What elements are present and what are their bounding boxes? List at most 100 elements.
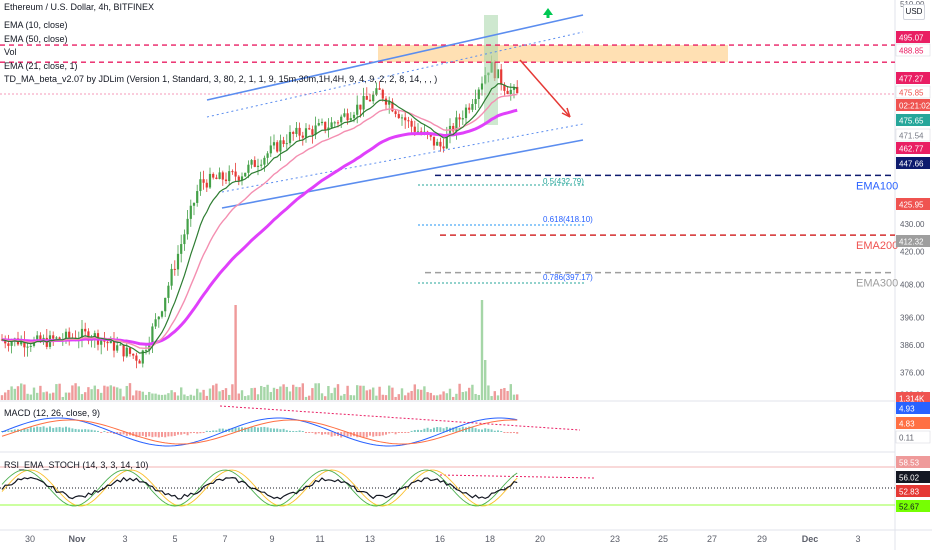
candle-body [455, 117, 458, 132]
rsi-pane[interactable] [0, 466, 895, 507]
candle-body [416, 131, 420, 133]
macd-hist-bar [426, 427, 429, 432]
volume-bar [13, 388, 16, 400]
candle-body [381, 89, 384, 99]
candle-body [266, 153, 269, 158]
time-tick: 27 [707, 534, 717, 544]
macd-hist-bar [458, 427, 461, 432]
macd-hist-bar [260, 427, 263, 432]
candle-body [394, 111, 397, 115]
volume-bar [84, 392, 87, 400]
rsi-label[interactable]: RSI_EMA_STOCH (14, 3, 3, 14, 10) [4, 460, 149, 470]
volume-bar [128, 383, 132, 400]
macd-pane[interactable] [1, 405, 581, 447]
candle-body [375, 88, 378, 95]
candle-body [471, 104, 474, 110]
time-axis[interactable]: 30 Nov 3 5 7 9 11 13 16 18 20 23 25 27 29 Dec 3 [25, 534, 861, 544]
candle-body [250, 160, 253, 165]
candle-body [106, 341, 109, 344]
macd-hist-bar [116, 432, 119, 435]
legend-vol[interactable]: Vol [4, 47, 17, 57]
macd-hist-bar [103, 431, 106, 432]
legend-ema50[interactable]: EMA (50, close) [4, 34, 68, 44]
candle-body [362, 96, 365, 110]
candle-body [237, 176, 240, 181]
volume-bar [218, 391, 221, 400]
volume-bar [420, 389, 423, 400]
candle-body [263, 157, 266, 165]
volume-bar [394, 396, 397, 400]
candle-body [397, 114, 400, 119]
volume-bar [58, 383, 61, 400]
volume-bar [516, 394, 519, 400]
candle-body [199, 179, 202, 192]
macd-hist-bar [327, 432, 330, 435]
legend-td-ma[interactable]: TD_MA_beta_v2.07 by JDLim (Version 1, St… [4, 74, 438, 84]
candle-body [276, 142, 279, 152]
candle-body [109, 338, 112, 344]
volume-bar [432, 395, 436, 400]
macd-hist-bar [45, 427, 48, 432]
candle-body [317, 123, 320, 126]
candle-body [260, 164, 263, 166]
legend-ema21[interactable]: EMA (21, close, 1) [4, 61, 78, 71]
rsi-divergence-line [439, 474, 596, 479]
volume-bar [346, 385, 349, 400]
volume-bar [352, 395, 356, 400]
channel-mid-top [206, 31, 584, 118]
macd-hist-bar [4, 431, 7, 432]
volume-bar [506, 390, 509, 400]
volume-bar [109, 385, 112, 400]
down-arrow-line [519, 59, 571, 118]
candle-body [349, 118, 352, 121]
candle-body [205, 182, 208, 188]
price-tick: 420.00 [900, 248, 925, 257]
candle-body [292, 132, 295, 134]
candle-body [372, 94, 375, 102]
macd-hist-bar [148, 432, 151, 437]
macd-hist-bar [381, 432, 384, 436]
volume-bar [231, 384, 234, 400]
fib-05-label: 0.5(432.79) [543, 177, 584, 186]
macd-hist-bar [231, 428, 234, 432]
price-axis[interactable]: 510.00430.00420.00408.00396.00386.00376.… [895, 0, 931, 512]
volume-bar [442, 391, 445, 400]
volume-bar [429, 392, 432, 400]
candle-body [4, 339, 7, 344]
volume-bar [0, 395, 4, 400]
volume-bar [221, 389, 224, 400]
macd-hist-bar [477, 429, 480, 432]
currency-button[interactable]: USD [903, 4, 925, 20]
candle-body [128, 347, 132, 354]
macd-hist-bar [23, 428, 26, 432]
macd-hist-bar [439, 427, 442, 432]
volume-bar [452, 396, 455, 400]
macd-hist-bar [423, 428, 426, 432]
time-tick: 3 [855, 534, 860, 544]
macd-hist-bar [490, 429, 493, 432]
macd-label-badge [896, 417, 930, 429]
rsi-stoch-k [1, 469, 518, 507]
candle-body [52, 335, 55, 339]
volume-bar [173, 392, 176, 400]
candle-body [84, 328, 87, 332]
legend-ema10[interactable]: EMA (10, close) [4, 20, 68, 30]
volume-bar [39, 385, 42, 400]
price-label-badge [896, 198, 930, 210]
candle-body [148, 344, 151, 351]
ema50-line [1, 108, 518, 346]
price-label-text: 02:21:02 [899, 102, 931, 111]
macd-hist-bar [202, 432, 205, 433]
volume-bar [368, 389, 372, 400]
macd-hist-bar [125, 432, 128, 436]
volume-bar [356, 385, 359, 400]
candle-body [279, 140, 282, 152]
candle-body [410, 120, 413, 127]
macd-label[interactable]: MACD (12, 26, close, 9) [4, 408, 101, 418]
macd-hist-bar [410, 430, 413, 432]
macd-hist-bar [164, 432, 167, 438]
price-label-text: 475.65 [899, 117, 924, 126]
macd-hist-bar [257, 427, 259, 432]
